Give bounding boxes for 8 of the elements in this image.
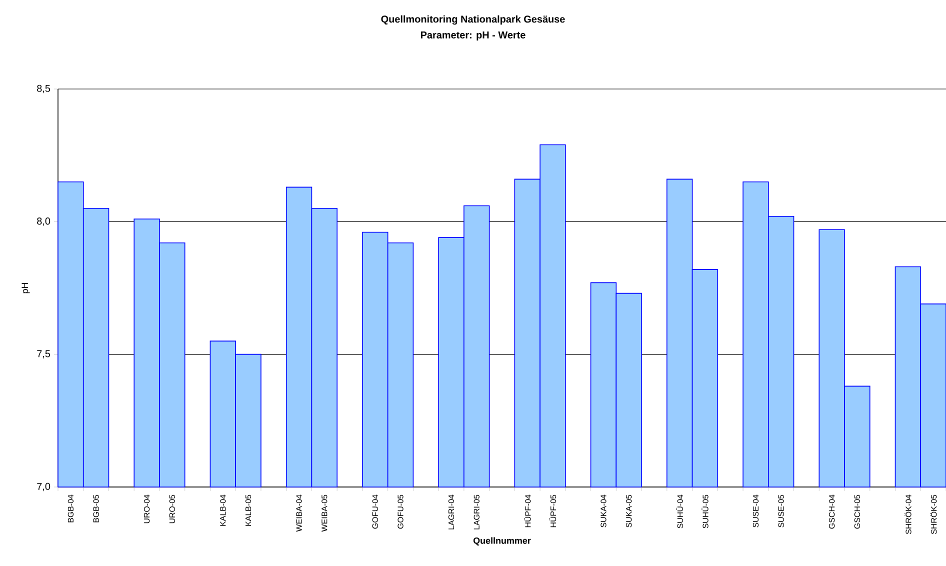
chart-subtitle: Parameter: pH - Werte (420, 32, 526, 40)
x-axis-title: Quellnummer (473, 537, 531, 546)
y-tick-label: 7,5 (37, 350, 50, 358)
chart-title: Quellmonitoring Nationalpark Gesäuse (381, 15, 565, 25)
y-tick-label: 7,0 (37, 482, 50, 492)
y-axis-title: pH (22, 282, 30, 294)
y-tick-label: 8,0 (37, 218, 50, 226)
y-tick-label: 8,5 (37, 84, 50, 94)
